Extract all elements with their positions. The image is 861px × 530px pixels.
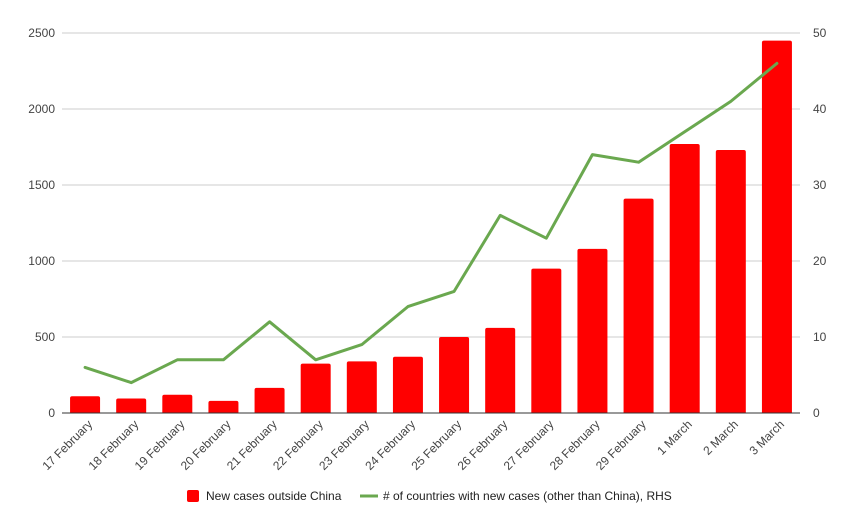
bar-22-february bbox=[300, 363, 331, 413]
bar-25-february bbox=[439, 337, 470, 413]
x-tick-label: 2 March bbox=[700, 417, 741, 458]
left-y-tick-label: 0 bbox=[48, 406, 55, 420]
left-y-tick-label: 2000 bbox=[28, 102, 55, 116]
bar-27-february bbox=[531, 268, 562, 413]
bar-21-february bbox=[254, 387, 285, 413]
x-tick-label: 29 February bbox=[593, 417, 649, 473]
right-y-tick-label: 50 bbox=[813, 26, 827, 40]
legend-bar-swatch bbox=[187, 490, 199, 502]
legend: New cases outside China # of countries wi… bbox=[187, 489, 672, 503]
right-y-tick-label: 10 bbox=[813, 330, 827, 344]
right-y-tick-label: 20 bbox=[813, 254, 827, 268]
left-y-tick-label: 1500 bbox=[28, 178, 55, 192]
left-y-tick-label: 500 bbox=[35, 330, 55, 344]
bar-17-february bbox=[70, 396, 101, 413]
line-series bbox=[83, 61, 779, 385]
bar-18-february bbox=[116, 398, 147, 413]
bar-1-march bbox=[669, 143, 700, 413]
bar-3-march bbox=[761, 40, 792, 413]
bar-23-february bbox=[346, 361, 377, 413]
bar-29-february bbox=[623, 198, 654, 413]
bar-20-february bbox=[208, 400, 239, 413]
countries-line bbox=[83, 61, 779, 385]
bar-19-february bbox=[162, 394, 193, 413]
left-y-tick-label: 1000 bbox=[28, 254, 55, 268]
bar-24-february bbox=[392, 356, 423, 413]
x-tick-label: 3 March bbox=[746, 417, 787, 458]
bar-28-february bbox=[577, 248, 608, 413]
right-y-tick-label: 0 bbox=[813, 406, 820, 420]
right-y-tick-label: 40 bbox=[813, 102, 827, 116]
legend-line-label: # of countries with new cases (other tha… bbox=[383, 489, 672, 503]
legend-bar-label: New cases outside China bbox=[206, 489, 342, 503]
x-tick-label: 1 March bbox=[654, 417, 695, 458]
right-y-tick-label: 30 bbox=[813, 178, 827, 192]
bar-2-march bbox=[715, 150, 746, 414]
bar-series bbox=[70, 40, 792, 414]
bar-26-february bbox=[485, 327, 516, 413]
left-y-tick-label: 2500 bbox=[28, 26, 55, 40]
